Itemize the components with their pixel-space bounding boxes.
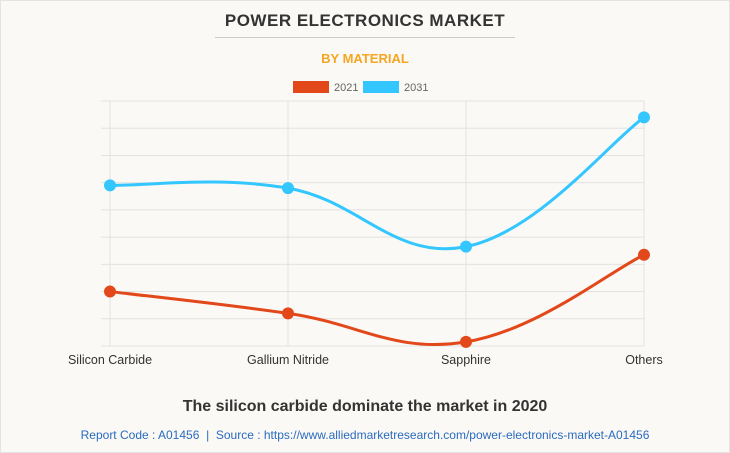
legend-label: 2021 <box>334 82 358 94</box>
data-point-2031 <box>104 179 116 192</box>
data-point-2031 <box>460 240 472 253</box>
series-line-2031 <box>109 116 645 251</box>
source-link[interactable]: Source : https://www.alliedmarketresearc… <box>215 428 650 442</box>
series-line-2021 <box>109 253 645 347</box>
footer-separator: | <box>206 428 210 442</box>
data-point-2031 <box>282 182 294 195</box>
report-code: Report Code : A01456 <box>80 428 200 442</box>
x-tick-label: Silicon Carbide <box>68 353 152 367</box>
x-tick-label: Others <box>625 353 663 367</box>
x-tick-label: Gallium Nitride <box>247 353 329 367</box>
data-point-2031 <box>638 111 650 124</box>
chart-title: POWER ELECTRONICS MARKET <box>224 11 506 30</box>
legend-swatch <box>293 81 329 93</box>
legend-label: 2031 <box>404 82 428 94</box>
title-divider <box>215 37 515 38</box>
data-point-2021 <box>104 285 116 298</box>
data-point-2021 <box>460 335 472 348</box>
chart-subtitle: BY MATERIAL <box>321 51 409 66</box>
chart-caption: The silicon carbide dominate the market … <box>182 398 548 415</box>
data-point-2021 <box>638 248 650 261</box>
x-tick-label: Sapphire <box>441 353 491 367</box>
legend-swatch <box>363 81 399 93</box>
footer: Report Code : A01456 | Source : https://… <box>0 428 730 442</box>
data-point-2021 <box>282 307 294 320</box>
